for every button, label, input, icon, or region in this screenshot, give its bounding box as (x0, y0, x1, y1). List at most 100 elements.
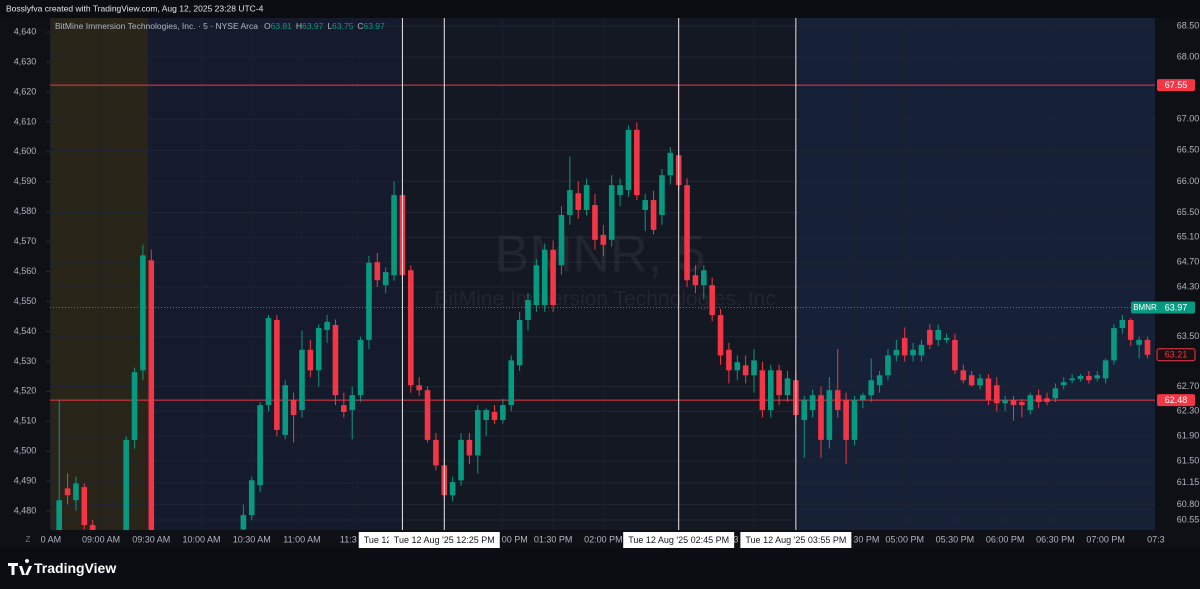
price-label: 63.21 (1165, 350, 1188, 360)
candle-body (500, 405, 506, 421)
candle-body (299, 349, 305, 411)
y-tick-label: 61.90 (1177, 431, 1200, 441)
x-tick-label: 00 PM (502, 534, 528, 544)
y-tick-label: 61.15 (1177, 477, 1200, 487)
candle-body (73, 483, 79, 501)
candle-body (416, 385, 422, 391)
candle-body (709, 285, 715, 316)
candle-body (449, 482, 456, 496)
crosshair-label-box (388, 532, 500, 548)
legend-value: 63.97 (302, 21, 324, 31)
candle-body (1111, 328, 1117, 361)
x-tick-label: 10:30 AM (233, 534, 271, 544)
candle-body (466, 439, 473, 456)
candle-body (818, 395, 824, 440)
candle-body (424, 390, 431, 440)
candle-body (315, 328, 322, 371)
candle-body (910, 349, 916, 356)
y-tick-label: 65.50 (1177, 207, 1200, 217)
candle-body (567, 190, 573, 215)
left-axis-panel (0, 18, 50, 548)
y-tick-label: 65.10 (1177, 232, 1200, 242)
candle-body (935, 329, 941, 340)
brand-logo: TradingView (8, 559, 116, 576)
premarket-shade (50, 18, 148, 530)
crosshair-label-text: Tue 12 Aug '25 02:45 PM (628, 535, 729, 545)
price-label-box (1157, 394, 1195, 407)
y-tick-label: 66.50 (1177, 145, 1200, 155)
candle-body (659, 175, 665, 215)
candle-body (357, 339, 364, 396)
candle-body (592, 205, 598, 240)
candle-body (742, 365, 749, 376)
candle-body (1060, 382, 1067, 386)
crosshair-label-box (623, 532, 735, 548)
price-label: 63.97 (1165, 302, 1188, 312)
y2-tick-label: 4,600 (14, 146, 37, 156)
candle-body (650, 200, 657, 230)
candle-body (608, 185, 615, 240)
y2-tick-label: 4,590 (14, 176, 37, 186)
crosshair-label-text: Tue 12 Aug '25 03:55 PM (745, 535, 846, 545)
x-tick-label: 05:30 PM (936, 534, 975, 544)
candle-body (1019, 402, 1025, 406)
credit-text: Bosslyfva created with TradingView.com, … (6, 3, 264, 13)
candle-body (985, 378, 992, 401)
candle-body (726, 349, 732, 371)
x-tick-label: 11:00 AM (283, 534, 320, 544)
y2-tick-label: 4,490 (14, 476, 37, 486)
y2-tick-label: 4,540 (14, 326, 37, 336)
candle-body (366, 262, 372, 340)
brand-text: TradingView (34, 560, 116, 576)
candle-body (550, 249, 556, 306)
crosshair-label: Tue 12 Aug '25 12:25 PM (388, 532, 500, 548)
candle-body (148, 260, 155, 530)
x-tick-label: 07:3 (1147, 534, 1165, 544)
candle-body (491, 411, 498, 421)
y-tick-label: 64.70 (1177, 257, 1200, 267)
candle-body (860, 395, 866, 401)
x-tick-label: 05:00 PM (885, 534, 924, 544)
candle-body (977, 378, 983, 386)
candle-body (290, 400, 297, 416)
plot-area: BMNR, 5 BitMine Immersion Technologies, I… (50, 18, 1155, 530)
x-tick-label: 0 AM (41, 534, 62, 544)
candle-body (508, 360, 515, 406)
candle-body (625, 129, 632, 191)
candle-body (56, 500, 63, 530)
candle-body (89, 525, 96, 530)
y-tick-label: 63.50 (1177, 331, 1200, 341)
candle-body (751, 360, 757, 376)
candle-body (600, 234, 607, 245)
legend-value: 63.81 (271, 21, 293, 31)
candle-body (952, 339, 958, 371)
overlay: 68.50 68.00 67.00 66.50 66.00 65.50 65.10 64.70… (14, 20, 1200, 548)
last-price-name-box (1131, 301, 1159, 314)
y2-tick-label: 4,530 (14, 356, 37, 366)
candle-body (407, 270, 414, 386)
candle-body (1052, 388, 1059, 399)
x-tick-label: 10:00 AM (183, 534, 221, 544)
x-tick-label: 09:00 AM (82, 534, 120, 544)
candle-body (1002, 400, 1008, 404)
y2-tick-label: 4,620 (14, 86, 37, 96)
candle-body (1010, 400, 1017, 406)
crosshair-label-box (740, 532, 852, 548)
x-tick-label: 06:00 PM (986, 534, 1025, 544)
timezone-button[interactable]: Z (26, 535, 31, 544)
y2-tick-label: 4,520 (14, 386, 37, 396)
legend-title: BitMine Immersion Technologies, Inc. · 5… (55, 21, 258, 31)
crosshair-label-text: Tue 12 Aug (364, 535, 410, 545)
candle-body (667, 152, 674, 176)
legend-value: 63.97 (363, 21, 385, 31)
x-tick-label: 11:3 (340, 534, 357, 544)
candle-body (324, 321, 330, 330)
last-price-name: BMNR (1133, 303, 1157, 312)
candle-body (1119, 319, 1126, 329)
candle-body (64, 488, 71, 496)
candle-body (868, 380, 875, 396)
x-tick-label: 06:30 PM (1036, 534, 1075, 544)
x-tick-label: 30 PM (853, 534, 879, 544)
candle-body (349, 395, 356, 411)
